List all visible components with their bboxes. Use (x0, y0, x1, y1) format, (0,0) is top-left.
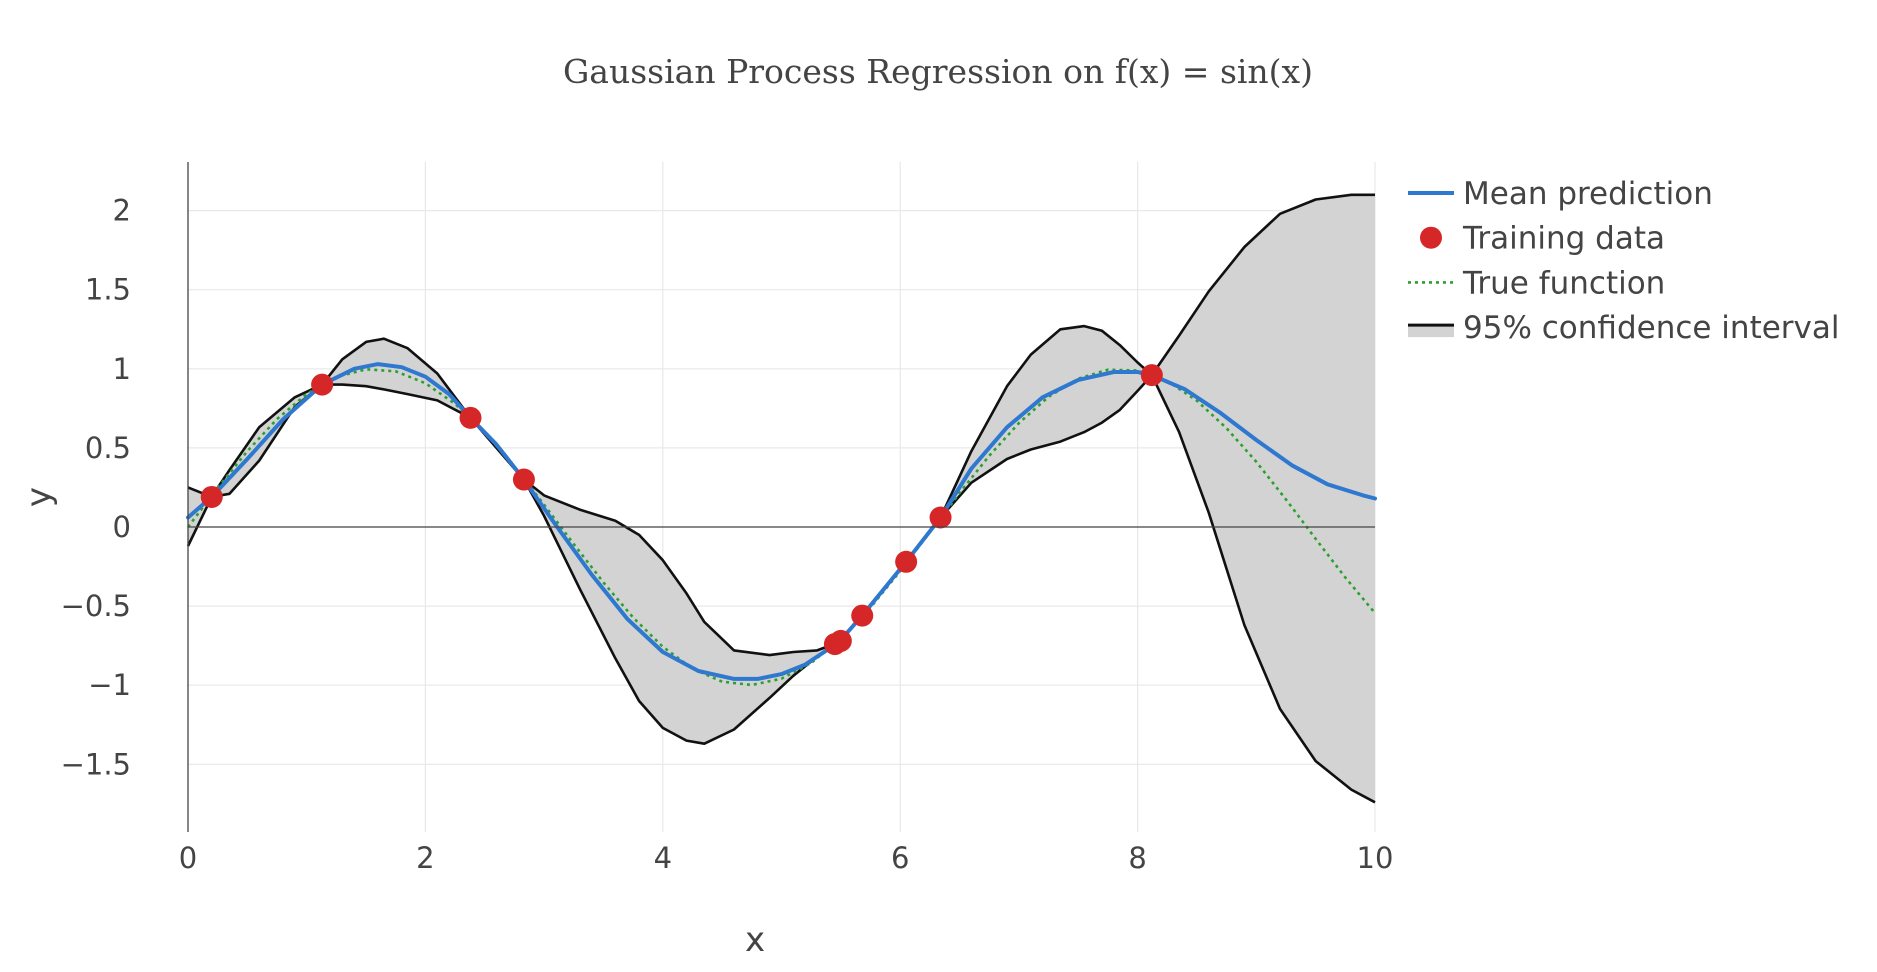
y-tick-label: 0.5 (85, 431, 131, 465)
training-point (311, 373, 334, 396)
legend-label: 95% confidence interval (1463, 310, 1840, 346)
training-points (200, 364, 1163, 656)
training-point (200, 485, 223, 508)
y-tick-label: −0.5 (61, 589, 131, 623)
y-tick-label: 1.5 (85, 273, 131, 307)
ci-fill (188, 194, 1375, 803)
x-axis-title: x (745, 920, 765, 960)
training-point (895, 550, 918, 573)
legend-item: Training data (1420, 221, 1665, 257)
training-point (851, 604, 874, 627)
training-point (929, 506, 952, 529)
legend-label: Training data (1462, 221, 1665, 257)
training-point (1140, 364, 1163, 387)
gridlines (188, 162, 1376, 832)
x-tick-label: 4 (654, 841, 672, 875)
y-tick-label: 0 (113, 510, 131, 544)
x-tick-label: 8 (1128, 841, 1146, 875)
legend-item: True function (1408, 265, 1665, 301)
x-tick-label: 6 (891, 841, 909, 875)
x-tick-label: 2 (416, 841, 434, 875)
mean-prediction-line (186, 362, 1377, 681)
plot-area (186, 162, 1377, 832)
legend-label: Mean prediction (1463, 176, 1713, 212)
y-tick-label: 2 (113, 194, 131, 228)
x-tick-label: 0 (179, 841, 197, 875)
chart-title: Gaussian Process Regression on f(x) = si… (563, 52, 1313, 91)
legend-item: 95% confidence interval (1408, 310, 1840, 346)
training-point (512, 468, 535, 491)
tick-labels: 0 2 4 6 8 10 2 1.5 1 0.5 0 −0.5 −1 −1.5 (61, 194, 1394, 875)
y-tick-label: −1.5 (61, 747, 131, 781)
legend-training-swatch (1420, 226, 1442, 249)
training-point (829, 629, 852, 652)
y-tick-label: 1 (113, 352, 131, 386)
y-axis-title: y (19, 487, 59, 507)
series-lines (186, 362, 1377, 687)
axes (187, 162, 1375, 832)
training-point (459, 406, 482, 429)
legend-label: True function (1462, 265, 1665, 301)
y-tick-label: −1 (88, 668, 131, 702)
true-function-line (186, 367, 1376, 687)
legend: Mean prediction Training data True functio… (1408, 176, 1840, 346)
confidence-band (186, 193, 1376, 804)
x-tick-label: 10 (1357, 841, 1394, 875)
legend-item: Mean prediction (1408, 176, 1713, 212)
legend-ci-fill-swatch (1408, 325, 1454, 338)
